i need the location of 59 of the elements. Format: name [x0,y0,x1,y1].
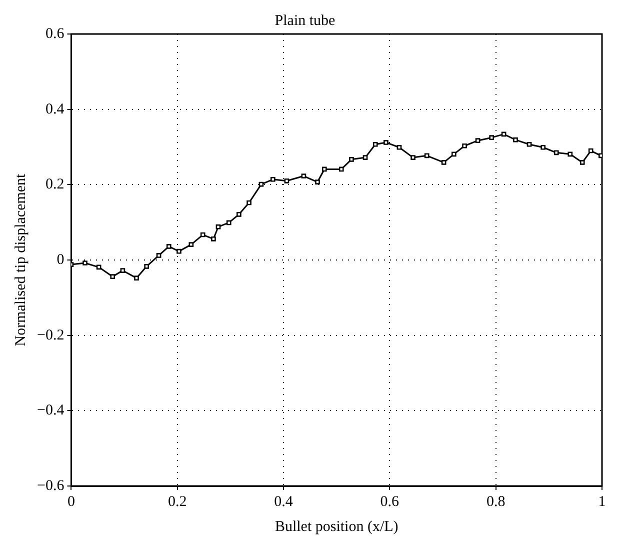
y-tick-label: 0 [56,252,64,268]
point [441,160,446,165]
y-axis-title: Normalised tip displacement [12,172,29,346]
chart-title: Plain tube [274,12,336,29]
point [338,166,344,172]
point [322,166,327,172]
point [134,276,139,280]
y-tick-label: −0.2 [36,327,64,344]
point [144,264,149,269]
point [349,157,354,162]
point [513,137,518,142]
point [246,200,252,206]
point [315,180,320,184]
x-tick-label: 0.4 [274,494,294,510]
point [501,132,506,137]
point [258,182,264,187]
x-tick-label: 0.6 [380,494,400,510]
point [82,260,88,266]
point [384,140,388,145]
y-tick-label: −0.6 [36,478,65,494]
x-tick-label: 1 [598,494,606,510]
point [410,155,416,160]
point [236,212,242,217]
x-tick-label: 0.2 [168,494,187,510]
point [451,152,456,157]
point [216,224,221,230]
y-tick-label: −0.4 [36,402,65,419]
point [424,153,430,158]
x-tick-label: 0.8 [486,494,506,510]
point [462,143,467,148]
point [396,144,402,150]
y-tick-label: 0.4 [45,101,65,118]
y-tick-label: 0.6 [45,26,65,42]
point [176,248,182,254]
point [96,264,102,270]
point [372,142,378,147]
point [110,274,116,279]
point [188,242,194,247]
point [489,135,494,140]
point [200,232,206,238]
point [156,253,162,258]
point [166,244,172,249]
point [301,174,306,178]
point [120,268,126,273]
x-axis-title: Bullet position (x/L) [274,518,398,535]
point [580,160,585,165]
point [588,148,594,154]
point [475,138,480,144]
point [362,155,368,160]
point [211,236,216,242]
point [226,220,232,226]
point [554,150,559,156]
point [284,178,290,184]
point [540,144,546,150]
point [568,152,573,157]
point [270,176,276,182]
y-tick-label: 0.2 [45,176,64,193]
x-tick-label: 0 [67,494,75,510]
point [526,142,532,147]
